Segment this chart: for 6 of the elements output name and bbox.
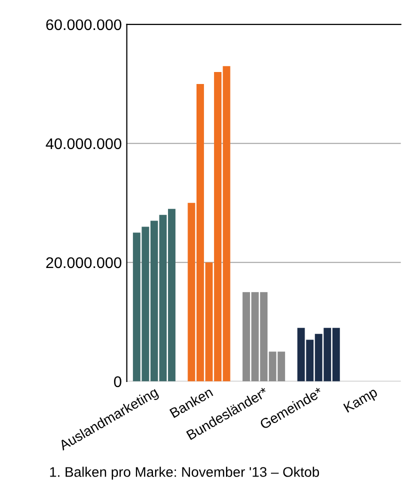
y-tick-label: 40.000.000 xyxy=(46,138,122,150)
y-tick-label: 60.000.000 xyxy=(46,19,122,30)
y-tick-label: 20.000.000 xyxy=(46,257,122,268)
text: 1. Balken pro Marke: November '13 – Oktob xyxy=(50,466,320,480)
y-tick-label: 0 xyxy=(114,376,122,388)
x-tick-label: Kamp xyxy=(343,387,380,416)
